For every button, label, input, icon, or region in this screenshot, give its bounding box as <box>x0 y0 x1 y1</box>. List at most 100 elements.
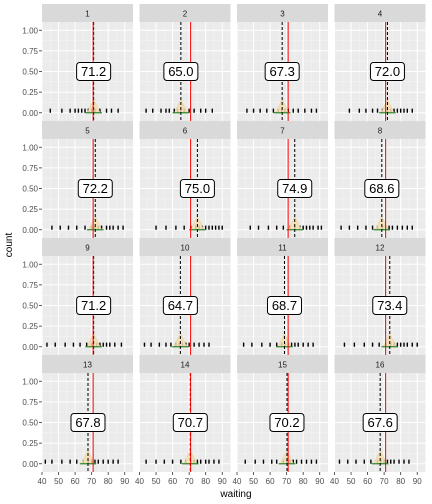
facet-strip-label: 15 <box>278 361 287 370</box>
data-bar <box>145 459 147 464</box>
data-bar <box>152 108 154 113</box>
data-bar <box>49 108 51 113</box>
facet-panel-2: 265.0 <box>139 4 231 121</box>
facet-strip <box>139 121 231 139</box>
data-bar <box>416 342 418 347</box>
data-bar <box>406 342 408 347</box>
data-bar <box>411 342 413 347</box>
facet-strip <box>42 238 133 256</box>
mean-label-box <box>172 413 208 432</box>
data-bar <box>72 342 75 347</box>
data-bar <box>411 225 413 230</box>
facet-strip <box>237 355 328 373</box>
mean-label: 72.2 <box>83 181 108 196</box>
data-bar <box>170 342 172 347</box>
x-tick-label: 80 <box>396 477 405 486</box>
data-bar <box>117 108 119 113</box>
y-tick-label: 0.25 <box>22 88 38 97</box>
data-bar <box>122 225 124 230</box>
data-bar <box>180 459 182 464</box>
data-bar <box>117 459 119 464</box>
y-tick-label: 0.25 <box>22 322 38 331</box>
mean-label-box <box>163 62 199 81</box>
mean-label-box <box>76 296 112 315</box>
facet-strip <box>237 121 328 139</box>
data-bar <box>292 108 294 113</box>
data-bar <box>262 459 265 464</box>
data-bar <box>107 459 109 464</box>
data-bar <box>272 108 275 113</box>
data-bar <box>105 225 108 230</box>
data-bar <box>403 108 405 113</box>
data-bar <box>97 459 99 464</box>
data-bar <box>290 342 293 347</box>
y-tick-label: 0.00 <box>22 109 38 118</box>
data-bar <box>160 108 162 113</box>
data-bar <box>312 225 314 230</box>
data-bar <box>295 459 298 464</box>
data-bar <box>200 108 202 113</box>
mean-label: 72.0 <box>375 64 400 79</box>
mean-label-box <box>269 413 305 432</box>
data-bar <box>406 225 408 230</box>
mean-label-box <box>364 179 400 198</box>
data-bar <box>155 225 157 230</box>
data-bar <box>396 108 399 113</box>
data-bar <box>411 108 413 113</box>
facet-panel-16: 16 67.6 40 50 60 70 80 90 <box>330 355 426 486</box>
x-tick-label: 50 <box>54 477 63 486</box>
y-tick-label: 1.00 <box>22 260 38 269</box>
data-bar <box>173 108 175 113</box>
data-bar <box>81 108 83 113</box>
mean-label-box <box>372 296 408 315</box>
data-bar <box>105 108 108 113</box>
data-bar <box>208 225 210 230</box>
data-bar <box>358 108 361 113</box>
facet-panel-9: 9 71.2 0.00 0.25 0.50 0.75 1.00 <box>22 238 133 355</box>
data-bar <box>399 342 402 347</box>
mean-label-box <box>266 296 302 315</box>
mean-label: 70.7 <box>178 415 203 430</box>
data-bar <box>145 108 147 113</box>
mean-label: 71.2 <box>81 298 106 313</box>
data-bar <box>193 108 195 113</box>
facet-panel-1: 1 71.2 0.00 0.25 0.50 0.75 1.00 <box>22 4 133 121</box>
facet-panel-6: 675.0 <box>139 121 231 238</box>
data-bar <box>371 108 374 113</box>
data-bar <box>198 342 200 347</box>
facet-panel-7: 774.9 <box>236 121 328 238</box>
facet-strip-label: 3 <box>280 10 285 19</box>
data-bar <box>315 459 318 464</box>
mean-label-box <box>76 62 112 81</box>
data-bar <box>155 459 157 464</box>
data-bar <box>401 225 404 230</box>
data-bar <box>347 459 349 464</box>
data-bar <box>355 459 357 464</box>
facet-strip-label: 5 <box>85 127 90 136</box>
mean-label: 64.7 <box>168 298 193 313</box>
y-tick-label: 0.25 <box>22 205 38 214</box>
facet-panel-12: 12 73.4 <box>334 238 426 355</box>
x-tick-label: 60 <box>363 477 372 486</box>
facet-strip-label: 13 <box>83 361 92 370</box>
facet-strip-label: 1 <box>85 10 90 19</box>
data-bar <box>353 342 356 347</box>
data-bar <box>211 225 213 230</box>
facet-strip <box>139 238 231 256</box>
data-bar <box>396 342 399 347</box>
data-bar <box>105 342 108 347</box>
x-tick-label: 70 <box>185 477 194 486</box>
data-bar <box>211 108 213 113</box>
mean-label: 65.0 <box>168 64 193 79</box>
data-bar <box>320 225 323 230</box>
data-bar <box>276 225 278 230</box>
x-tick-label: 80 <box>104 477 113 486</box>
x-tick-label: 60 <box>266 477 275 486</box>
x-tick-label: 90 <box>120 477 129 486</box>
x-tick-label: 40 <box>330 477 339 486</box>
x-tick-label: 90 <box>315 477 324 486</box>
mean-label: 67.6 <box>368 415 393 430</box>
mean-label-box <box>70 413 106 432</box>
data-bar <box>64 342 66 347</box>
data-bar <box>302 342 304 347</box>
